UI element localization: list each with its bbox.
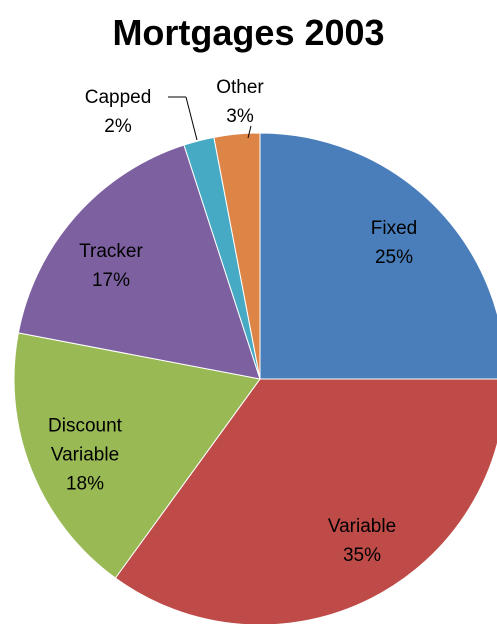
- pie-slice: [213, 132, 261, 380]
- pie-slice: [13, 332, 261, 579]
- slice-label: Tracker 17%: [56, 237, 166, 295]
- slice-label: Fixed 25%: [339, 214, 449, 272]
- category-label: Capped: [84, 87, 152, 108]
- value-label: 3%: [226, 106, 254, 127]
- leader-line: [247, 125, 252, 139]
- category-label: Tracker: [79, 241, 143, 262]
- value-label: 25%: [374, 247, 414, 268]
- value-label: 17%: [91, 270, 131, 291]
- pie-slice: [17, 144, 261, 380]
- leader-line: [185, 96, 198, 141]
- category-label: Discount Variable: [48, 415, 122, 466]
- category-label: Variable: [327, 516, 397, 537]
- value-label: 18%: [65, 473, 105, 495]
- slice-label: Discount Variable 18%: [30, 412, 140, 499]
- slice-label: Variable 35%: [307, 512, 417, 570]
- value-label: 35%: [342, 545, 382, 566]
- category-label: Other: [216, 77, 264, 98]
- pie-slice: [259, 132, 497, 380]
- chart-title: Mortgages 2003: [112, 12, 385, 53]
- value-label: 2%: [104, 116, 132, 137]
- slice-label: Capped 2%: [63, 83, 173, 141]
- category-label: Fixed: [370, 218, 418, 239]
- slice-label: Other 3%: [185, 73, 295, 131]
- pie-slice: [114, 378, 497, 624]
